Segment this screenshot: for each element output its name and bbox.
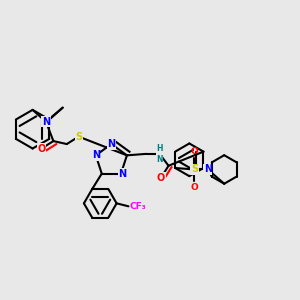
Text: S: S xyxy=(75,132,82,142)
Text: N: N xyxy=(204,164,212,175)
Text: N: N xyxy=(107,139,116,149)
Text: O: O xyxy=(157,172,165,183)
Text: N: N xyxy=(42,117,50,127)
Text: N: N xyxy=(92,150,100,161)
Text: O: O xyxy=(38,143,46,154)
Text: H
N: H N xyxy=(156,144,163,164)
Text: CF₃: CF₃ xyxy=(130,202,147,211)
Text: N: N xyxy=(118,169,127,178)
Text: O: O xyxy=(190,147,198,156)
Text: O: O xyxy=(190,183,198,192)
Text: S: S xyxy=(191,164,198,175)
